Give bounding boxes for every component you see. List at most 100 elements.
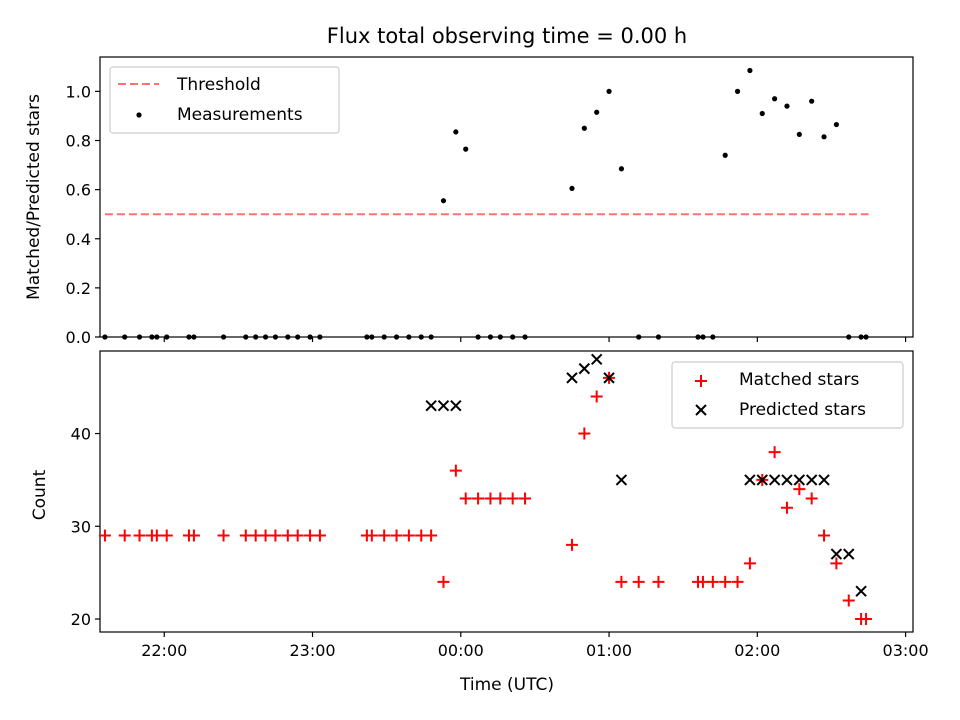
bottom-axes-frame — [99, 350, 914, 633]
predicted-star-point — [768, 474, 781, 486]
measurement-point — [821, 134, 827, 140]
matched-star-point — [768, 446, 781, 459]
measurement-point — [154, 334, 160, 340]
matched-star-point — [365, 529, 378, 542]
predicted-star-point — [590, 353, 603, 366]
predicted-star-point — [615, 474, 628, 486]
measurement-point — [863, 334, 869, 340]
predicted-star-point — [781, 474, 793, 486]
top-y-axis-label: Matched/Predicted stars — [24, 94, 44, 300]
measurement-point — [710, 334, 716, 340]
matched-star-point — [590, 390, 603, 403]
legend-matched-label: Matched stars — [739, 370, 859, 390]
top-y-tick-label: 0.6 — [66, 181, 91, 200]
measurement-point — [317, 334, 323, 340]
matched-star-point — [615, 575, 628, 588]
matched-star-point — [652, 575, 665, 588]
matched-star-point — [98, 529, 111, 542]
predicted-star-point — [805, 474, 818, 486]
predicted-star-point — [744, 474, 756, 486]
measurement-point — [102, 334, 108, 340]
measurement-point — [606, 88, 612, 94]
measurement-point — [453, 129, 459, 135]
measurement-point — [307, 334, 313, 340]
measurement-point — [581, 125, 587, 131]
bottom-x-tick-label: 00:00 — [438, 641, 484, 660]
matched-star-point — [449, 464, 462, 477]
matched-star-point — [805, 492, 818, 505]
predicted-legend-swatch — [695, 404, 707, 416]
matched-star-point — [133, 529, 146, 542]
matched-star-point — [719, 575, 732, 588]
measurement-point — [636, 334, 642, 340]
matched-star-point — [378, 529, 391, 542]
measurement-point — [858, 334, 864, 340]
measurement-point — [695, 334, 701, 340]
measurement-point — [272, 334, 279, 340]
predicted-star-point — [830, 548, 843, 560]
matched-star-point — [187, 529, 200, 542]
measurement-point — [497, 334, 503, 340]
top-y-tick-label: 0.4 — [66, 230, 91, 249]
measurement-point — [846, 334, 852, 340]
matched-star-point — [402, 529, 415, 542]
matched-star-point — [472, 492, 485, 505]
bottom-x-tick-label: 22:00 — [141, 641, 187, 660]
measurement-point — [136, 334, 143, 340]
measurement-point — [522, 334, 528, 340]
matched-star-point — [118, 529, 131, 542]
measurement-point — [220, 334, 227, 340]
measurement-point — [594, 109, 600, 115]
matched-star-point — [506, 492, 519, 505]
measurement-point — [253, 334, 259, 340]
measurement-point — [186, 334, 192, 340]
top-y-tick-label: 1.0 — [66, 82, 91, 101]
matched-star-point — [160, 529, 173, 542]
matched-star-point — [390, 529, 403, 542]
top-axes-frame — [99, 56, 914, 338]
predicted-star-point — [756, 474, 768, 486]
measurement-point — [122, 334, 128, 340]
measurement-point — [149, 334, 155, 340]
bottom-x-tick-label: 03:00 — [883, 641, 929, 660]
measurement-point — [381, 334, 387, 340]
measurement-point — [784, 103, 790, 109]
matched-star-point — [565, 538, 578, 551]
measurement-point — [428, 334, 434, 340]
measurement-point — [618, 166, 625, 172]
predicted-star-point — [818, 474, 830, 486]
chart-title: Flux total observing time = 0.00 h — [327, 24, 687, 48]
x-axis-label: Time (UTC) — [459, 675, 554, 695]
legend-threshold-label: Threshold — [176, 75, 261, 95]
predicted-star-point — [566, 372, 578, 384]
measurement-point — [262, 334, 269, 340]
measurement-point — [164, 334, 170, 340]
measurement-point — [772, 96, 778, 102]
top-legend-box — [109, 66, 340, 134]
measurement-point — [722, 152, 728, 158]
matched-star-point — [437, 575, 450, 588]
bottom-axes: 22:00 23:00 00:00 01:00 02:00 03:00 20 30 40 — [71, 350, 929, 660]
predicted-star-point — [855, 585, 867, 597]
matched-star-point — [578, 427, 591, 440]
matched-star-point — [425, 529, 438, 542]
matched-star-point — [291, 529, 304, 542]
matched-star-point — [632, 575, 645, 588]
measurement-point — [510, 334, 516, 340]
matched-star-point — [459, 492, 472, 505]
predicted-star-point — [843, 548, 855, 560]
predicted-star-point — [793, 474, 806, 486]
top-y-tick-label: 0.0 — [66, 328, 91, 347]
measurement-point — [700, 334, 706, 340]
measurement-point — [369, 334, 375, 340]
bottom-x-tick-label: 02:00 — [734, 641, 780, 660]
bottom-legend-box — [671, 361, 904, 429]
matched-star-point — [494, 492, 507, 505]
measurement-point — [191, 334, 197, 340]
predicted-star-point — [578, 362, 591, 375]
measurement-point — [487, 334, 494, 340]
legend-predicted-label: Predicted stars — [739, 400, 866, 420]
legend-measurements-label: Measurements — [177, 105, 303, 125]
top-legend: Threshold Measurements — [109, 66, 340, 134]
